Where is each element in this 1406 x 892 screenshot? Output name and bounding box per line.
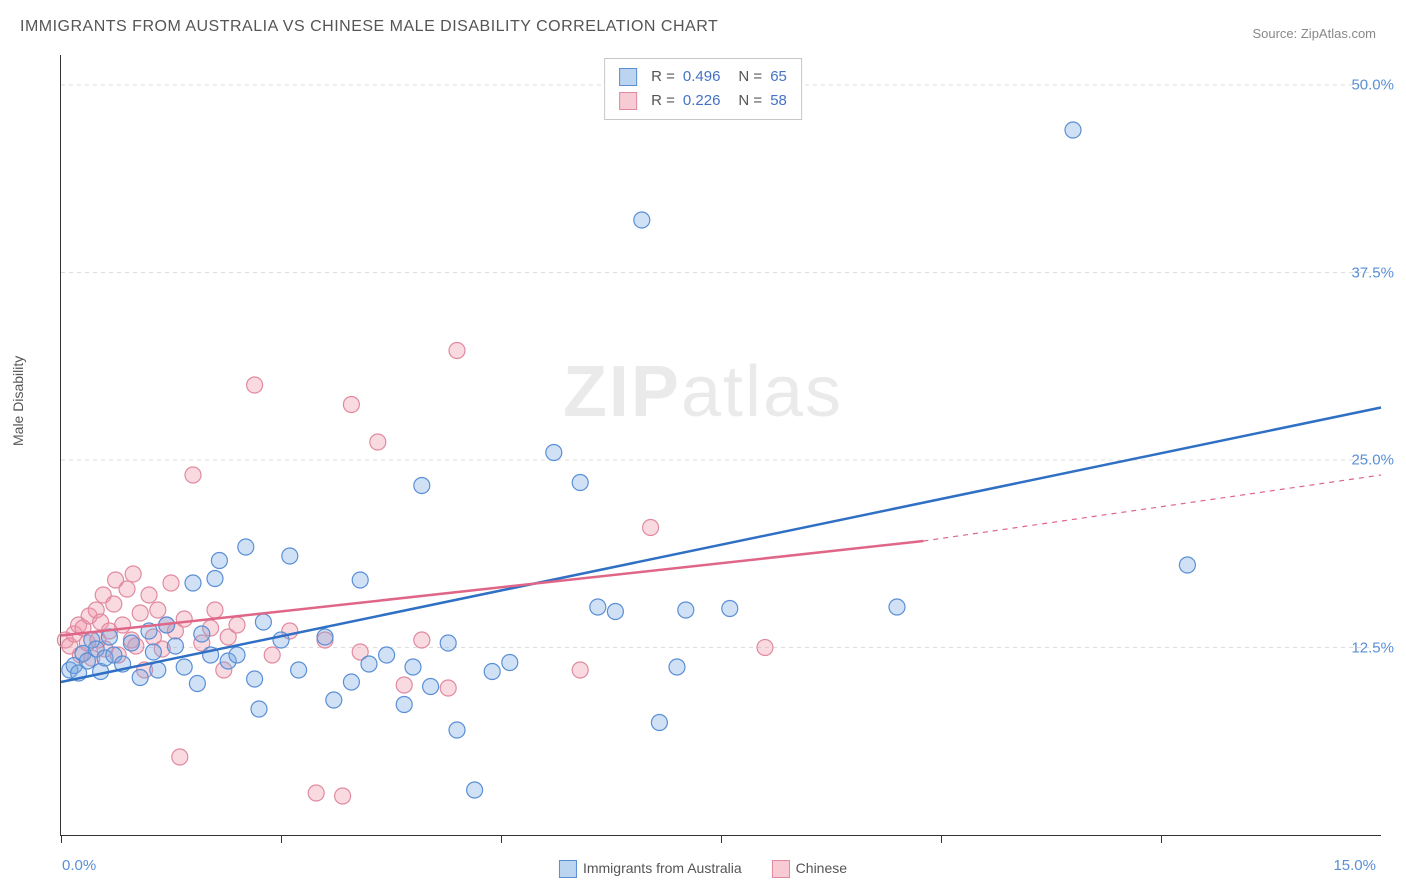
scatter-svg	[61, 55, 1381, 835]
y-tick-label: 12.5%	[1351, 639, 1394, 656]
correlation-legend: R =0.496 N =65 R =0.226 N =58	[604, 58, 802, 120]
swatch-chinese-bottom	[772, 860, 790, 878]
x-tick-max: 15.0%	[1333, 857, 1376, 874]
source-label: Source: ZipAtlas.com	[1252, 26, 1376, 41]
legend-item-australia: Immigrants from Australia	[559, 860, 742, 878]
series-legend: Immigrants from Australia Chinese	[559, 860, 847, 878]
y-axis-label: Male Disability	[10, 356, 26, 446]
swatch-chinese	[619, 92, 637, 110]
legend-row-chinese: R =0.226 N =58	[619, 89, 787, 113]
plot-area	[60, 55, 1381, 836]
y-tick-label: 37.5%	[1351, 264, 1394, 281]
legend-row-australia: R =0.496 N =65	[619, 65, 787, 89]
swatch-australia-bottom	[559, 860, 577, 878]
chart-title: IMMIGRANTS FROM AUSTRALIA VS CHINESE MAL…	[20, 18, 718, 36]
y-tick-label: 50.0%	[1351, 77, 1394, 94]
legend-item-chinese: Chinese	[772, 860, 847, 878]
y-tick-label: 25.0%	[1351, 452, 1394, 469]
x-tick-min: 0.0%	[62, 857, 96, 874]
swatch-australia	[619, 68, 637, 86]
